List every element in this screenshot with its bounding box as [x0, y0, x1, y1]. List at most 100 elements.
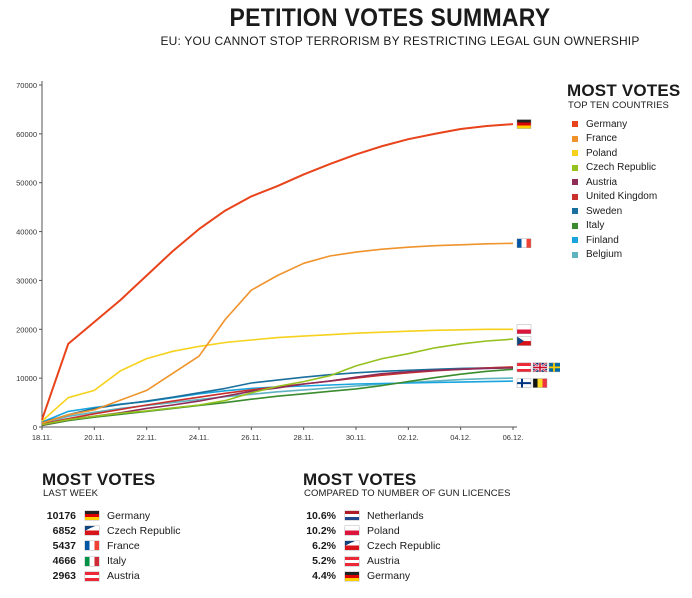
gun-licences-table: 10.6% Netherlands 10.2% Poland 6.2% Czech Rep… — [300, 508, 441, 584]
x-tick-label: 28.11. — [294, 433, 314, 442]
legend-label: Poland — [586, 147, 618, 159]
series-line-germany — [41, 123, 514, 421]
legend-label: Germany — [586, 118, 628, 130]
table-value: 4.4% — [312, 570, 336, 583]
table-value: 5437 — [52, 539, 76, 552]
legend-label: Czech Republic — [586, 162, 657, 174]
y-tick-label: 0 — [33, 423, 37, 432]
x-tick-label: 26.11. — [241, 433, 261, 442]
legend-label: Belgium — [586, 249, 623, 261]
united-kingdom-flag — [532, 362, 548, 373]
table-value: 10.6% — [306, 509, 336, 522]
legend-label: Finland — [586, 234, 619, 246]
series-line-poland — [41, 328, 513, 422]
y-tick-label: 30000 — [16, 276, 37, 285]
legend-item: Sweden — [572, 204, 657, 219]
series-line-france — [41, 242, 514, 424]
y-tick-label: 60000 — [16, 130, 37, 139]
legend-swatch — [572, 251, 578, 258]
y-tick-label: 50000 — [16, 179, 37, 188]
table-value: 6852 — [52, 524, 76, 537]
x-tick-label: 04.12. — [450, 433, 471, 442]
finland-flag — [516, 378, 532, 388]
table-value: 10.2% — [306, 524, 336, 537]
table-country: Austria — [107, 570, 140, 583]
legend-swatch — [572, 135, 578, 142]
legend-swatch — [572, 164, 578, 171]
table-row: 10.2% Poland — [300, 523, 441, 538]
czech-republic-flag-icon — [345, 541, 359, 551]
france-flag — [516, 238, 532, 248]
legend-title: MOST VOTES — [567, 81, 681, 100]
czech-republic-flag-icon — [85, 526, 99, 536]
table-row: 10176 Germany — [38, 508, 181, 523]
x-tick-label: 22.11. — [137, 433, 157, 442]
gun-licences-subtitle: COMPARED TO NUMBER OF GUN LICENCES — [304, 488, 511, 499]
y-tick-label: 20000 — [16, 325, 37, 334]
table-row: 10.6% Netherlands — [300, 508, 441, 523]
legend-item: Poland — [572, 146, 657, 161]
table-country: Poland — [367, 524, 400, 537]
legend-swatch — [572, 208, 578, 215]
table-country: France — [107, 539, 140, 552]
table-country: Netherlands — [367, 509, 424, 522]
table-country: Austria — [367, 555, 400, 568]
legend-swatch — [572, 237, 578, 244]
x-tick-label: 06.12. — [503, 433, 524, 442]
czech-republic-flag — [516, 336, 532, 346]
table-value: 5.2% — [312, 555, 336, 568]
austria-flag-icon — [345, 556, 359, 566]
table-row: 2963 Austria — [38, 569, 181, 584]
table-country: Germany — [107, 509, 151, 522]
legend-item: France — [572, 132, 657, 147]
legend: Germany France Poland Czech Republic Austria… — [572, 117, 657, 262]
legend-item: Austria — [572, 175, 657, 190]
france-flag-icon — [85, 541, 99, 551]
chart-end-flags — [516, 119, 560, 388]
belgium-flag — [532, 378, 548, 388]
table-value: 10176 — [46, 509, 76, 522]
poland-flag-icon — [345, 526, 359, 536]
table-country: Czech Republic — [107, 524, 181, 537]
legend-swatch — [572, 179, 578, 186]
germany-flag — [516, 119, 532, 129]
poland-flag — [516, 324, 532, 334]
legend-item: Italy — [572, 219, 657, 234]
x-tick-label: 24.11. — [189, 433, 209, 442]
x-tick-label: 30.11. — [346, 433, 366, 442]
legend-item: United Kingdom — [572, 190, 657, 205]
table-row: 5.2% Austria — [300, 554, 441, 569]
netherlands-flag-icon — [345, 511, 359, 521]
legend-swatch — [572, 193, 578, 200]
y-tick-label: 10000 — [16, 374, 37, 383]
austria-flag-icon — [85, 571, 99, 581]
legend-subtitle: TOP TEN COUNTRIES — [568, 100, 669, 111]
series-line-italy — [41, 368, 514, 427]
table-country: Czech Republic — [367, 539, 441, 552]
legend-label: Italy — [586, 220, 605, 232]
table-row: 6852 Czech Republic — [38, 523, 181, 538]
y-tick-label: 40000 — [16, 228, 37, 237]
germany-flag-icon — [345, 571, 359, 581]
austria-flag — [516, 362, 532, 373]
table-row: 6.2% Czech Republic — [300, 538, 441, 553]
x-tick-label: 20.11. — [84, 433, 104, 442]
germany-flag-icon — [85, 511, 99, 521]
legend-swatch — [572, 222, 578, 229]
legend-swatch — [572, 150, 578, 157]
table-country: Germany — [367, 570, 411, 583]
legend-swatch — [572, 121, 578, 128]
table-row: 4666 Italy — [38, 554, 181, 569]
series-line-belgium — [41, 377, 514, 425]
legend-item: Finland — [572, 233, 657, 248]
table-row: 4.4% Germany — [300, 569, 441, 584]
y-tick-label: 70000 — [16, 81, 37, 90]
table-country: Italy — [107, 555, 127, 568]
gun-licences-title: MOST VOTES — [303, 470, 417, 489]
chart-series-lines — [41, 123, 514, 427]
series-line-sweden — [41, 366, 514, 424]
series-line-czech-republic — [41, 338, 514, 426]
legend-item: Belgium — [572, 248, 657, 263]
x-tick-label: 18.11. — [32, 433, 52, 442]
legend-label: Sweden — [586, 205, 623, 217]
